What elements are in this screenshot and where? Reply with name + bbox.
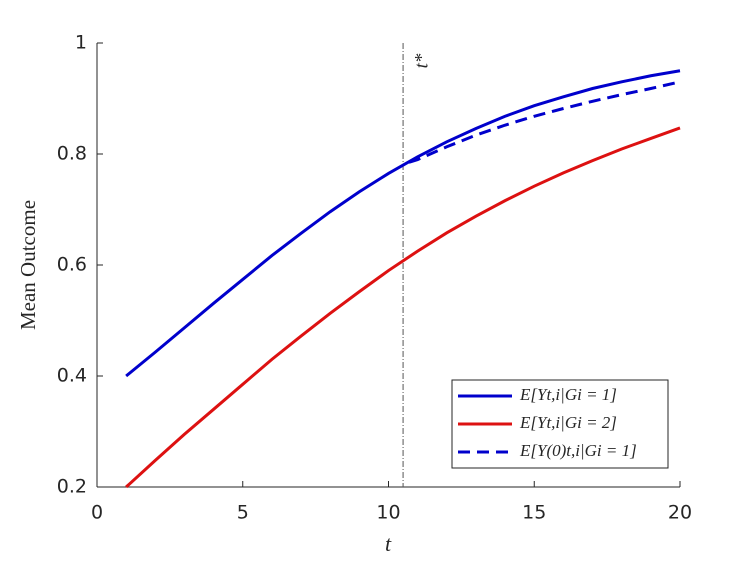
y-tick-label: 0.6 (57, 254, 87, 276)
y-tick-label: 0.8 (57, 143, 87, 165)
x-tick-label: 0 (91, 502, 103, 524)
legend-label: E[Y(0)t,i|Gi = 1] (519, 441, 637, 460)
x-tick-label: 20 (668, 502, 692, 524)
annotation-label: t* (411, 53, 432, 68)
y-tick-label: 0.4 (57, 365, 87, 387)
y-tick-label: 1 (75, 32, 87, 54)
y-axis-label: Mean Outcome (16, 200, 40, 330)
x-axis-label: t (385, 531, 392, 556)
y-tick-label: 0.2 (57, 476, 87, 498)
x-tick-label: 15 (522, 502, 546, 524)
legend-label: E[Yt,i|Gi = 2] (519, 413, 617, 432)
series-line (125, 69, 681, 378)
legend-label: E[Yt,i|Gi = 1] (519, 385, 617, 404)
x-tick-label: 5 (237, 502, 249, 524)
x-tick-label: 10 (376, 502, 400, 524)
series-line (408, 80, 681, 164)
series-line (125, 126, 681, 489)
